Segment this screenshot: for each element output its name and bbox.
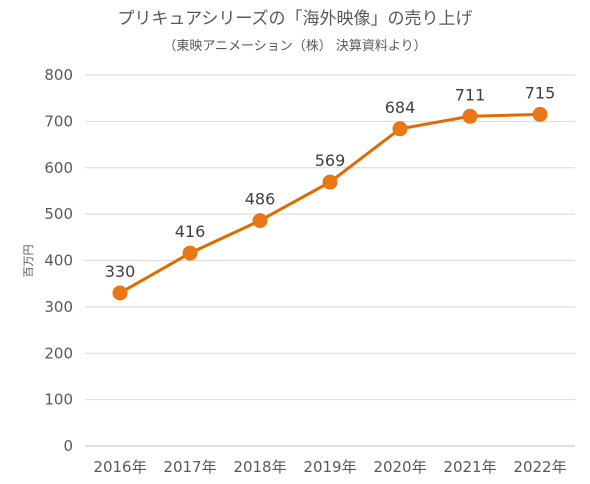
data-label: 684 [385, 98, 416, 117]
y-tick-label: 400 [44, 252, 73, 270]
y-tick-label: 0 [63, 437, 73, 455]
data-point [532, 106, 548, 122]
data-point [112, 285, 128, 301]
x-tick-label: 2021年 [443, 458, 496, 476]
y-tick-label: 600 [44, 159, 73, 177]
y-tick-label: 700 [44, 112, 73, 130]
x-tick-label: 2019年 [303, 458, 356, 476]
data-label: 569 [315, 151, 346, 170]
data-label: 486 [245, 190, 276, 209]
y-tick-label: 100 [44, 391, 73, 409]
data-point [252, 213, 268, 229]
chart-title: プリキュアシリーズの「海外映像」の売り上げ [117, 9, 472, 29]
data-label: 711 [455, 85, 486, 104]
series-layer [112, 106, 548, 301]
x-tick-label: 2018年 [233, 458, 286, 476]
data-label: 416 [175, 222, 206, 241]
gridlines [85, 74, 575, 447]
data-point [462, 108, 478, 124]
data-label: 330 [105, 262, 136, 281]
series-line [119, 112, 541, 295]
data-labels: 330 416 486 569 684 711 715 [105, 83, 556, 281]
x-tick-label: 2016年 [93, 458, 146, 476]
y-axis-label: 百万円 [22, 245, 35, 278]
chart-subtitle: （東映アニメーション（株） 決算資料より） [163, 38, 426, 54]
data-label: 715 [525, 83, 556, 102]
y-tick-label: 500 [44, 205, 73, 223]
y-tick-label: 200 [44, 344, 73, 362]
y-tick-label: 300 [44, 298, 73, 316]
data-point [182, 245, 198, 261]
x-tick-label: 2017年 [163, 458, 216, 476]
data-point [322, 174, 338, 190]
x-tick-label: 2022年 [513, 458, 566, 476]
x-tick-label: 2020年 [373, 458, 426, 476]
y-tick-label: 800 [44, 66, 73, 84]
data-point [392, 121, 408, 137]
axis-ticks: 0 100 200 300 400 500 600 700 800 2016年 2017年 2018年… [44, 66, 566, 476]
